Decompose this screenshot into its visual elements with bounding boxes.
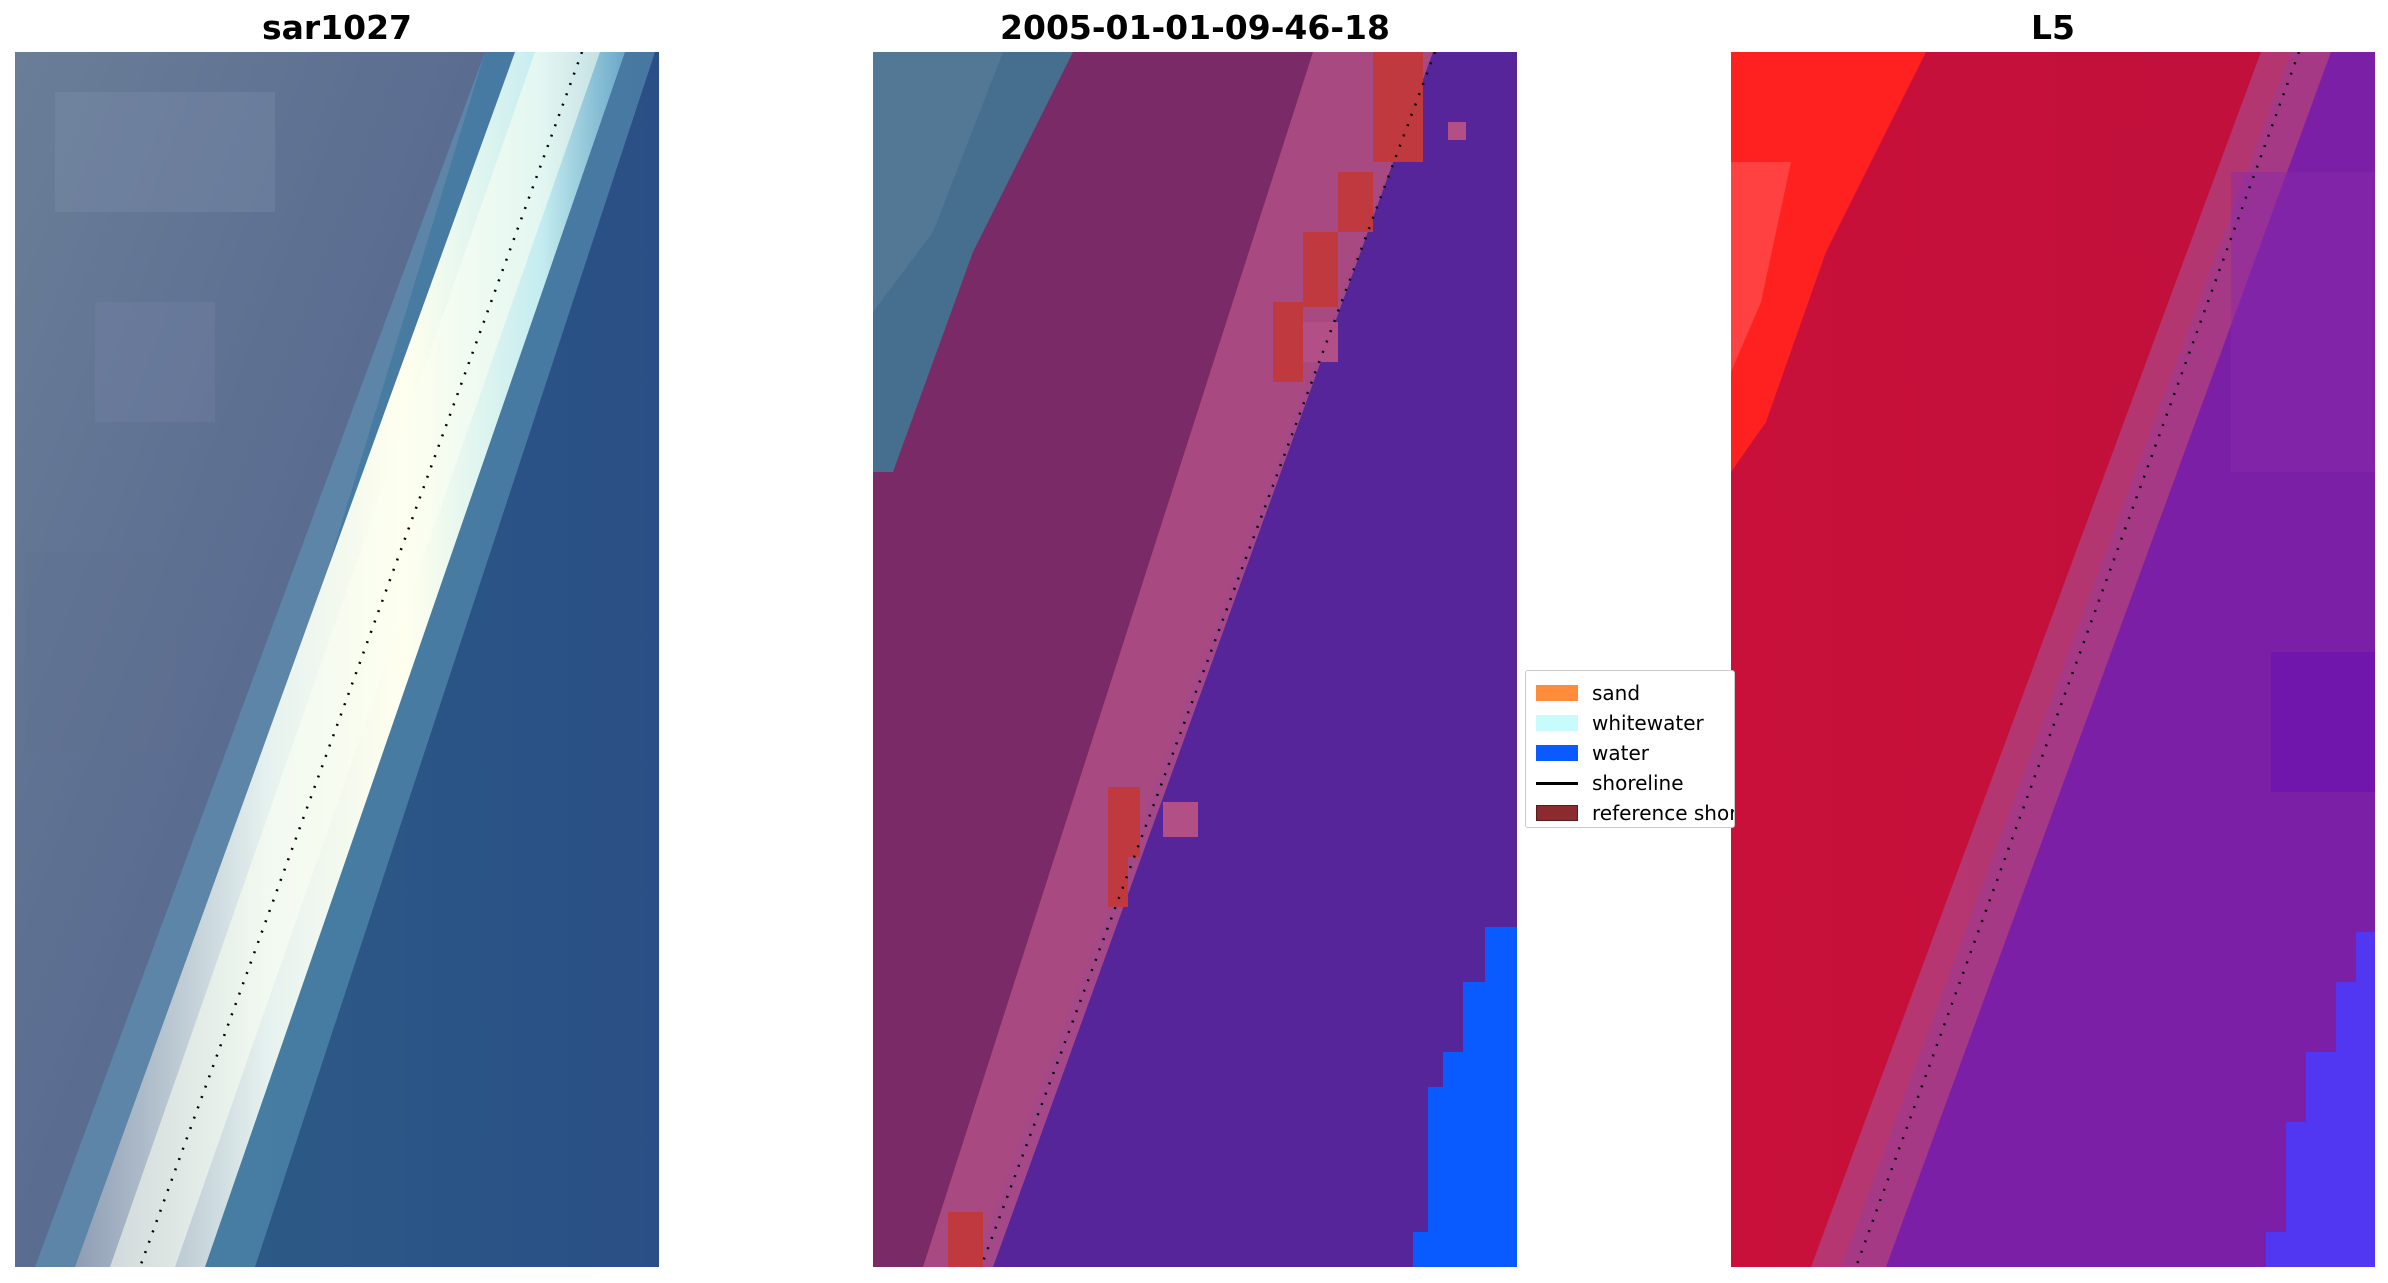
- legend-label-reference-shoreline: reference shoreline: [1592, 801, 1735, 825]
- classification-panel: [873, 52, 1517, 1267]
- legend-label-whitewater: whitewater: [1592, 711, 1704, 735]
- index-image: [1731, 52, 2375, 1267]
- legend-swatch-sand: [1536, 685, 1578, 701]
- index-panel: [1731, 52, 2375, 1267]
- legend-swatch-shoreline: [1536, 781, 1578, 785]
- legend-swatch-reference-shoreline: [1536, 805, 1578, 821]
- legend-item-sand: sand: [1536, 681, 1640, 705]
- legend-item-shoreline: shoreline: [1536, 771, 1684, 795]
- legend-label-sand: sand: [1592, 681, 1641, 705]
- legend-label-shoreline: shoreline: [1592, 771, 1684, 795]
- legend-label-water: water: [1592, 741, 1649, 765]
- classification-image: [873, 52, 1517, 1267]
- panel-title-classification: 2005-01-01-09-46-18: [1000, 8, 1390, 47]
- legend-item-whitewater: whitewater: [1536, 711, 1704, 735]
- legend: sand whitewater water shoreline referenc…: [1525, 670, 1735, 828]
- legend-swatch-whitewater: [1536, 715, 1578, 731]
- legend-swatch-water: [1536, 745, 1578, 761]
- legend-item-reference-shoreline: reference shoreline: [1536, 801, 1735, 825]
- rgb-image: [15, 52, 659, 1267]
- panel-title-rgb: sar1027: [261, 8, 413, 47]
- panel-title-index: L5: [2031, 8, 2075, 47]
- rgb-image-panel: [15, 52, 659, 1267]
- legend-item-water: water: [1536, 741, 1649, 765]
